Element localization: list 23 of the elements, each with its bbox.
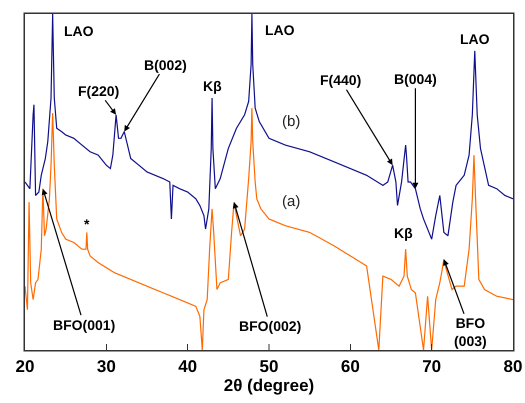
x-tick-label: 70 [422, 356, 442, 376]
annotation: B(004) [394, 71, 437, 87]
x-axis-title: 2θ (degree) [224, 376, 314, 395]
annotation: LAO [265, 22, 295, 38]
annotation: BFO(002) [239, 318, 302, 334]
annotation: Kβ [394, 225, 414, 241]
annotation: * [84, 216, 90, 232]
x-tick-label: 30 [96, 356, 116, 376]
x-tick-label: 60 [340, 356, 360, 376]
x-tick-label: 50 [260, 356, 278, 376]
annotation: F(220) [78, 83, 120, 99]
annotation: LAO [64, 23, 94, 39]
annotation: B(002) [144, 57, 187, 73]
x-tick-label: 20 [16, 356, 34, 376]
annotation: Kβ [203, 78, 222, 94]
x-tick-label: 40 [178, 356, 198, 376]
annotation: F(440) [320, 72, 362, 88]
x-tick-label: 80 [504, 356, 522, 376]
series-label: (b) [282, 113, 300, 130]
annotation: BFO(001) [53, 317, 116, 333]
annotation: BFO (003) [454, 315, 487, 350]
annotation: LAO [460, 31, 490, 47]
series-label: (a) [282, 193, 300, 210]
